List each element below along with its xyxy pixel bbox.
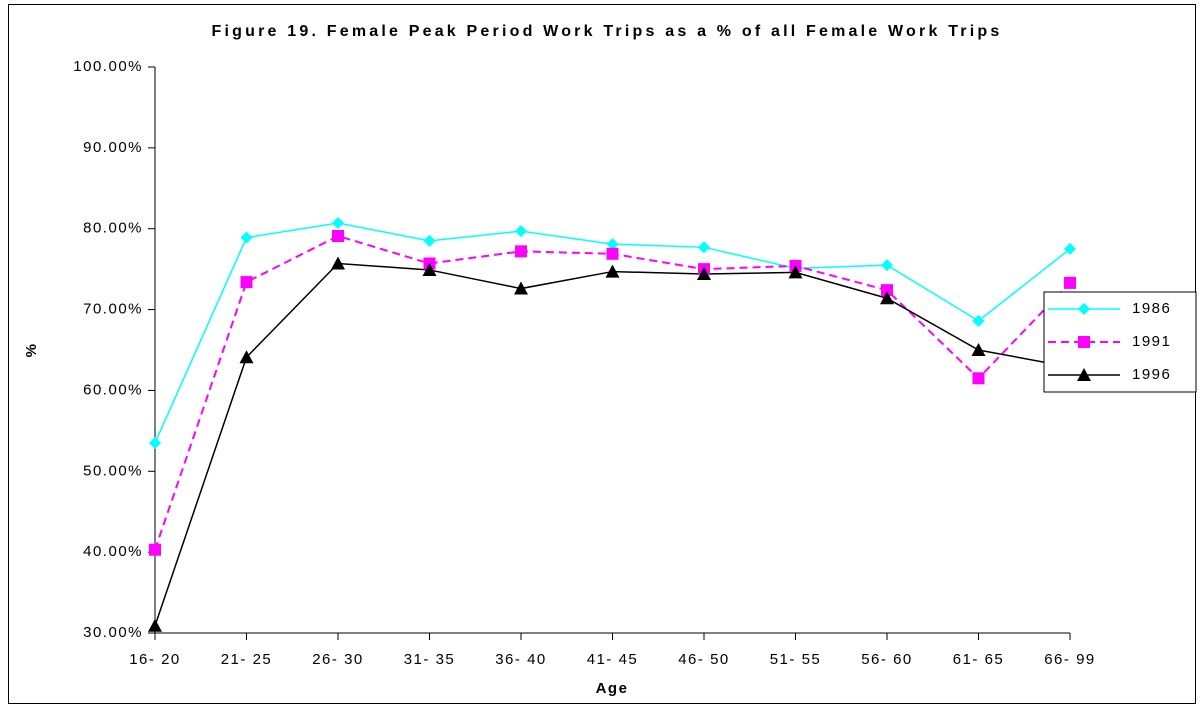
data-point [697,266,711,280]
legend-label: 1986 [1132,300,1171,317]
data-point [239,350,254,364]
data-point [1064,242,1076,255]
x-tick-label: 46- 50 [678,651,730,668]
x-tick-label: 66- 99 [1044,651,1096,668]
data-point [149,436,161,449]
y-tick-label: 100.00% [73,58,143,75]
x-tick-label: 16- 20 [129,651,181,668]
data-point [332,229,344,242]
data-point [972,372,985,385]
y-tick-label: 30.00% [83,624,143,641]
data-point [788,265,803,279]
legend-marker [1078,336,1090,348]
data-point [240,231,253,244]
data-point [881,259,893,272]
x-tick-label: 36- 40 [495,651,547,668]
data-point [422,262,437,276]
y-tick-label: 50.00% [83,462,143,479]
data-point [332,217,344,230]
data-point [881,284,893,297]
x-tick-label: 51- 55 [770,651,822,668]
y-tick-label: 80.00% [83,220,143,237]
chart-title: Figure 19. Female Peak Period Work Trips… [211,23,1003,40]
data-point [971,343,986,356]
x-tick-label: 21- 25 [221,651,273,668]
x-tick-label: 41- 45 [587,651,639,668]
x-axis-title: Age [596,680,629,697]
legend-label: 1991 [1132,333,1171,350]
x-tick-label: 61- 65 [953,651,1005,668]
chart-border [8,4,1196,704]
data-point [515,245,527,258]
data-point [880,291,894,305]
data-point [605,264,620,278]
y-tick-label: 60.00% [83,381,143,398]
data-point [423,234,436,247]
x-tick-label: 26- 30 [312,651,364,668]
data-point [514,281,528,295]
y-tick-label: 70.00% [83,301,143,318]
legend-label: 1996 [1132,366,1171,383]
x-tick-label: 31- 35 [404,651,456,668]
data-point [148,618,162,632]
y-tick-label: 90.00% [83,139,143,156]
data-point [240,276,253,289]
data-point [972,314,985,327]
legend-marker [1077,368,1091,381]
data-point [331,256,345,270]
data-point [515,225,527,238]
data-point [1064,276,1076,289]
data-point [606,238,619,251]
legend-marker [1078,303,1090,315]
data-point [698,241,710,254]
x-tick-label: 56- 60 [861,651,913,668]
data-point [606,247,619,260]
data-point [149,543,161,556]
y-tick-label: 40.00% [83,543,143,560]
y-axis-title: % [23,343,40,358]
